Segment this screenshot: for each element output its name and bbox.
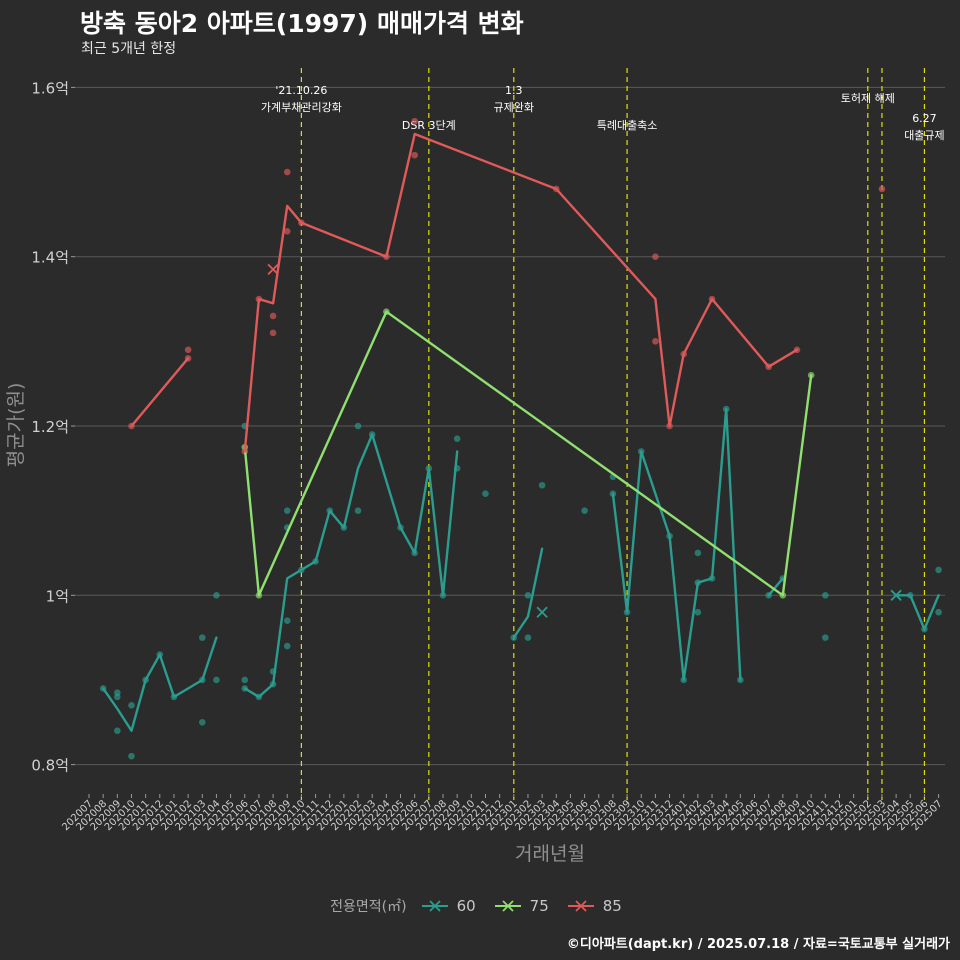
event-annotation: 토허제 해제 — [841, 91, 895, 105]
event-annotation: 1.3 — [505, 84, 523, 97]
data-point-60 — [354, 422, 362, 430]
event-annotation: DSR 3단계 — [402, 119, 456, 132]
data-point-60 — [114, 727, 121, 735]
series-line-60 — [611, 407, 742, 682]
price-chart: 0.8억1억1.2억1.4억1.6억2020072020082020092020… — [5, 68, 945, 865]
legend-x-marker-icon — [575, 900, 587, 912]
data-point-60 — [128, 752, 135, 760]
data-point-60 — [354, 507, 362, 514]
y-axis-title: 평균가(원) — [5, 383, 27, 468]
data-point-60 — [213, 592, 220, 599]
data-point-85 — [283, 228, 291, 235]
data-point-85 — [411, 151, 418, 159]
y-tick-label: 1억 — [46, 587, 69, 605]
data-point-60 — [241, 676, 249, 684]
data-point-60 — [581, 507, 588, 514]
x-axis-title: 거래년월 — [515, 843, 585, 865]
data-point-60 — [213, 676, 220, 684]
data-point-85 — [269, 312, 277, 320]
data-point-85 — [269, 329, 277, 337]
chart-title: 방축 동아2 아파트(1997) 매매가격 변화 — [80, 9, 524, 38]
event-annotation: 규제완화 — [494, 101, 534, 114]
event-annotation: 대출규제 — [904, 129, 944, 142]
data-point-60 — [128, 702, 135, 709]
data-point-60 — [283, 617, 291, 624]
data-point-60 — [822, 634, 829, 641]
data-point-85 — [411, 117, 418, 125]
data-point-60 — [822, 592, 829, 599]
legend-label-75: 75 — [529, 897, 549, 915]
data-point-60 — [482, 490, 489, 498]
legend-key-85-icon — [567, 900, 594, 912]
series-line-85 — [130, 357, 190, 428]
data-point-60 — [453, 435, 461, 442]
y-tick-label: 1.6억 — [31, 79, 69, 97]
legend-item-85: 85 — [567, 897, 622, 915]
legend-label-60: 60 — [456, 897, 476, 915]
legend-x-marker-icon — [428, 900, 441, 912]
data-point-60 — [198, 718, 206, 726]
data-point-60 — [283, 642, 291, 650]
x-marker-85 — [267, 263, 279, 276]
x-marker-stroke — [890, 589, 902, 601]
data-point-85 — [652, 338, 659, 345]
series-line-60 — [243, 433, 459, 699]
data-point-85 — [283, 168, 291, 176]
series-line-60 — [101, 636, 218, 732]
series-line-60 — [894, 594, 940, 631]
source-caption: ©디아파트(dapt.kr) / 2025.07.18 / 자료=국토교통부 실… — [566, 937, 950, 952]
x-marker-stroke — [536, 606, 548, 618]
x-marker-60 — [890, 589, 902, 601]
legend-item-75: 75 — [494, 897, 549, 915]
data-point-60 — [694, 608, 702, 616]
data-point-85 — [184, 346, 192, 354]
data-point-85 — [652, 253, 659, 260]
x-marker-stroke — [428, 900, 441, 912]
data-point-60 — [114, 693, 121, 701]
chart-subtitle: 최근 5개년 한정 — [81, 41, 177, 57]
series-line-75 — [243, 310, 813, 597]
x-marker-stroke — [267, 263, 279, 276]
legend-key-60-icon — [421, 900, 448, 912]
event-annotation: '21.10.26 — [275, 84, 327, 97]
legend-x-marker-icon — [502, 900, 514, 912]
y-tick-label: 1.4억 — [31, 249, 69, 267]
data-point-85 — [878, 185, 886, 193]
y-tick-label: 0.8억 — [31, 757, 69, 775]
data-point-60 — [935, 566, 942, 574]
data-point-60 — [524, 592, 532, 599]
event-annotation: 가계부채관리강화 — [261, 101, 342, 114]
data-point-60 — [198, 634, 206, 641]
series-line-85 — [243, 132, 799, 453]
data-point-60 — [283, 507, 291, 514]
y-tick-label: 1.2억 — [31, 418, 69, 436]
legend-title: 전용면적(㎡) — [330, 899, 407, 915]
data-point-60 — [694, 549, 702, 557]
x-marker-60 — [536, 606, 548, 618]
event-annotation: 6.27 — [912, 112, 937, 125]
legend: 전용면적(㎡) 60 75 85 — [0, 894, 960, 918]
legend-label-85: 85 — [602, 897, 622, 915]
data-point-60 — [935, 608, 942, 616]
legend-item-60: 60 — [421, 897, 476, 915]
x-marker-stroke — [502, 900, 514, 912]
data-point-60 — [524, 634, 532, 641]
legend-key-75-icon — [494, 900, 521, 912]
x-marker-stroke — [575, 900, 587, 912]
event-annotation: 특례대출축소 — [597, 119, 658, 132]
data-point-60 — [538, 481, 546, 489]
series-line-60 — [767, 577, 784, 597]
series-line-60 — [512, 547, 544, 639]
